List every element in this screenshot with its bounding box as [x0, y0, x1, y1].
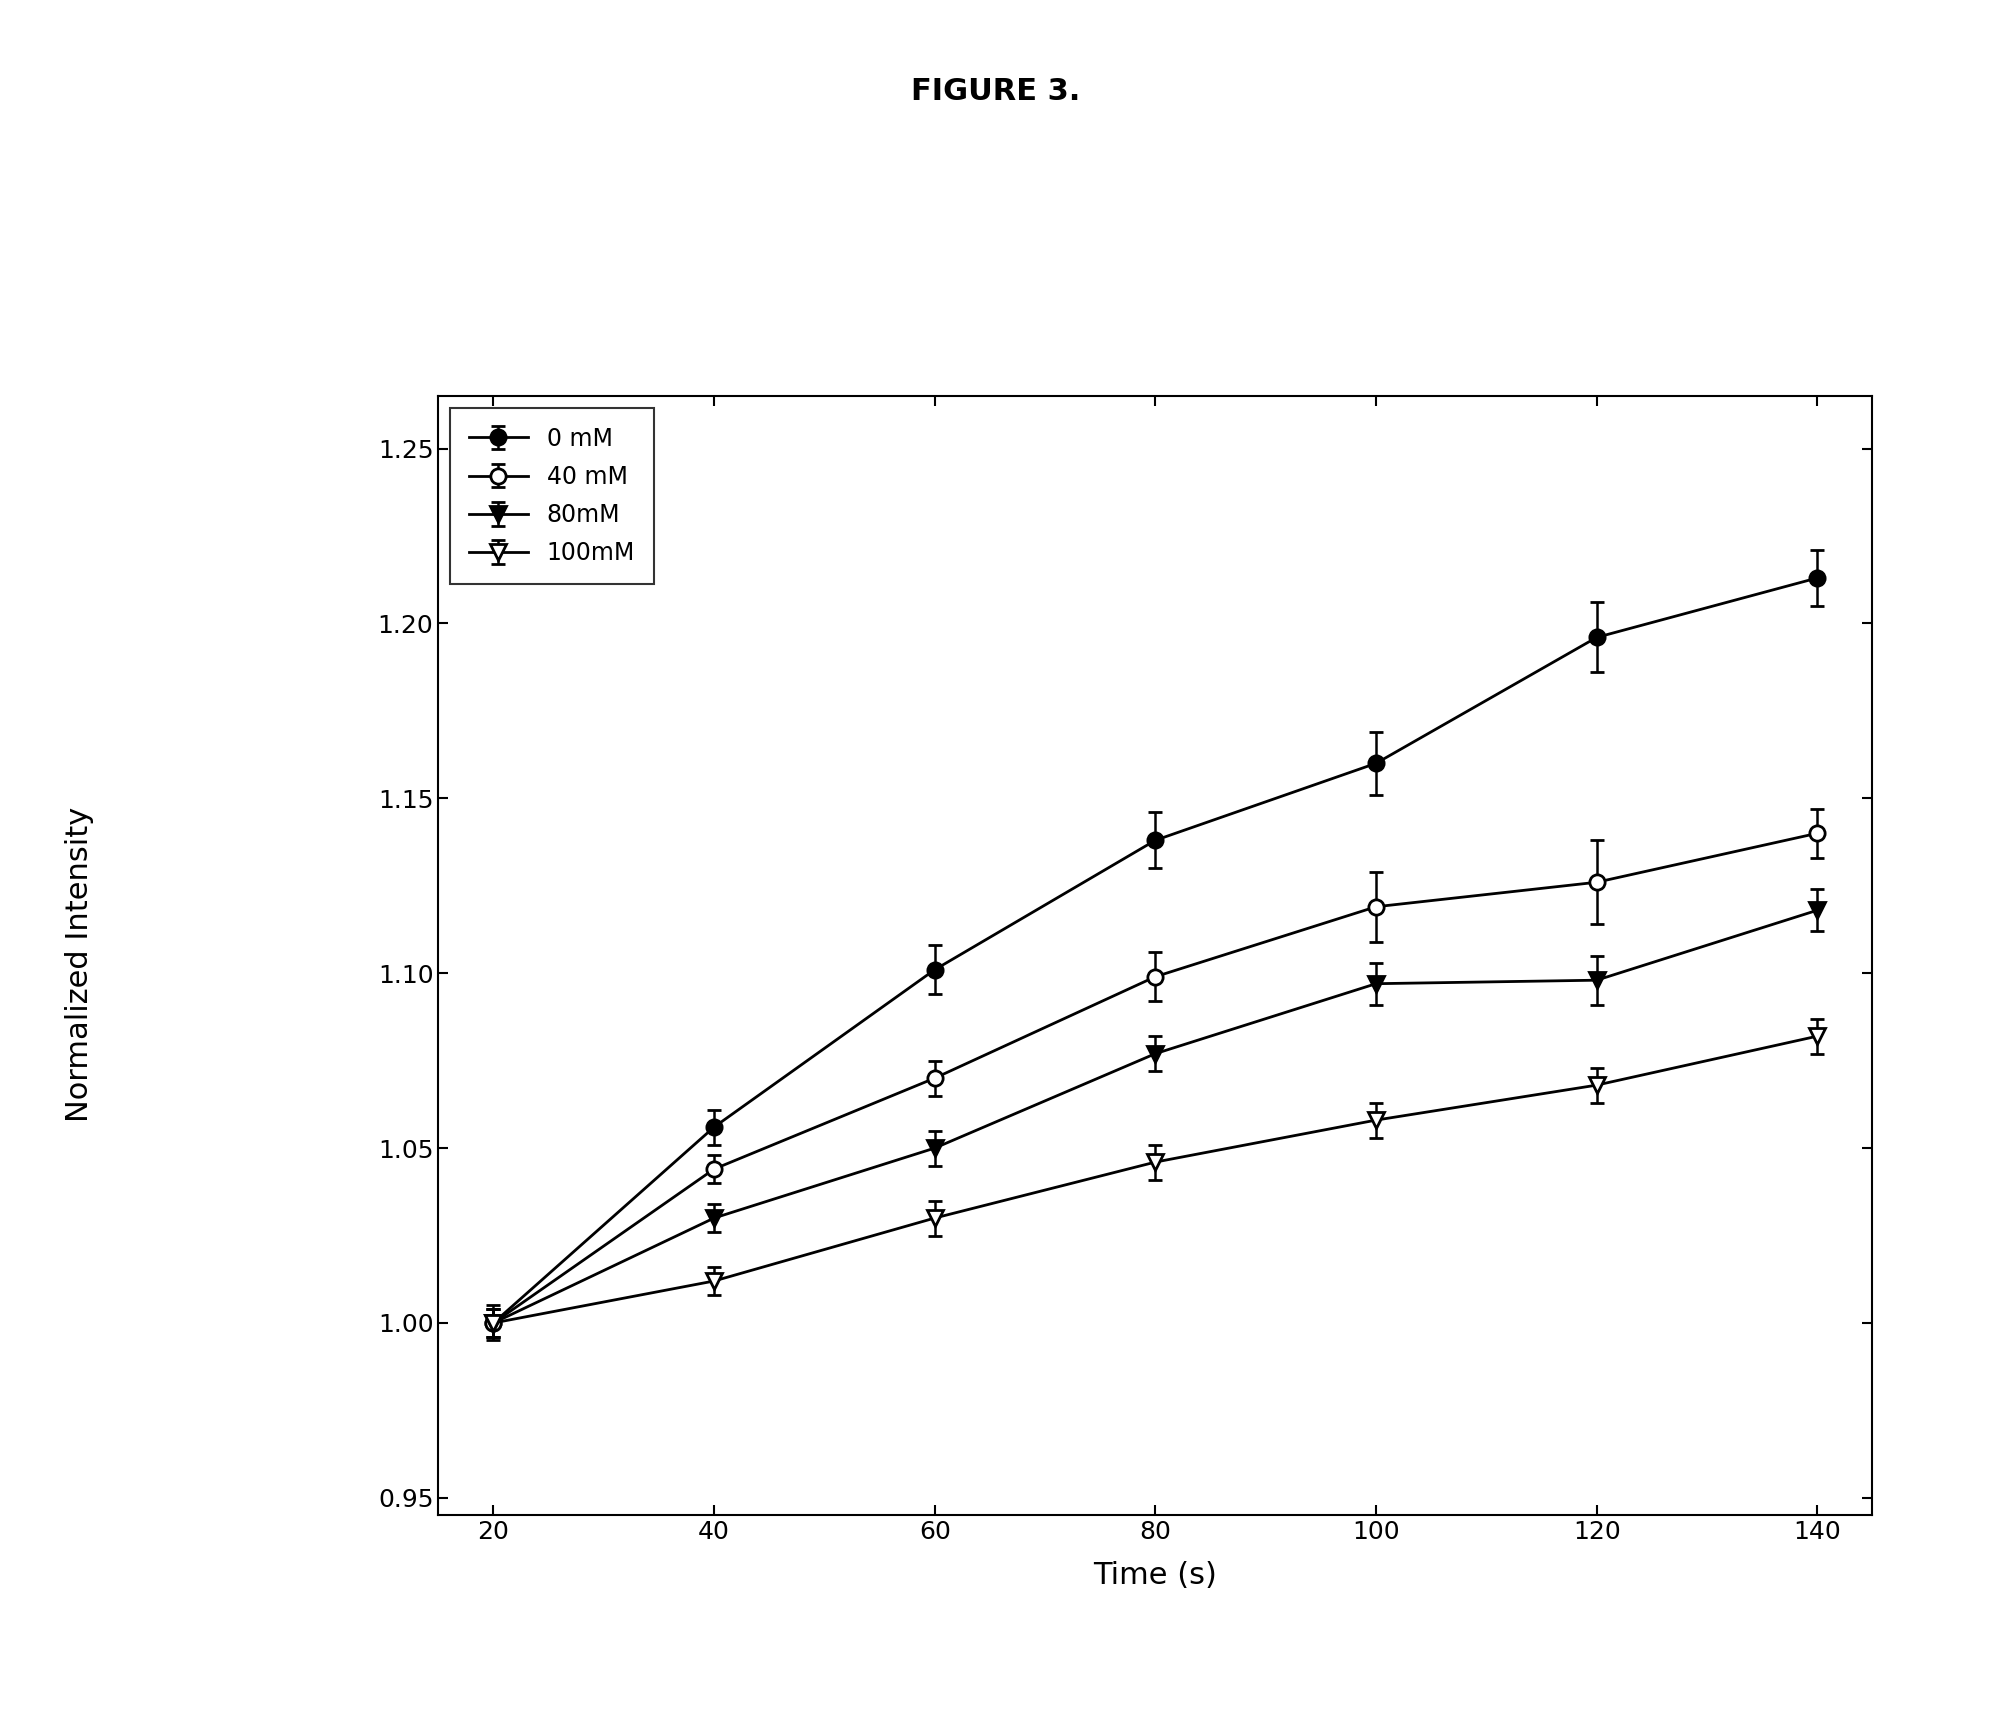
- Legend: 0 mM, 40 mM, 80mM, 100mM: 0 mM, 40 mM, 80mM, 100mM: [450, 408, 653, 584]
- Text: FIGURE 3.: FIGURE 3.: [910, 77, 1082, 107]
- Text: Normalized Intensity: Normalized Intensity: [66, 806, 94, 1123]
- X-axis label: Time (s): Time (s): [1094, 1560, 1217, 1589]
